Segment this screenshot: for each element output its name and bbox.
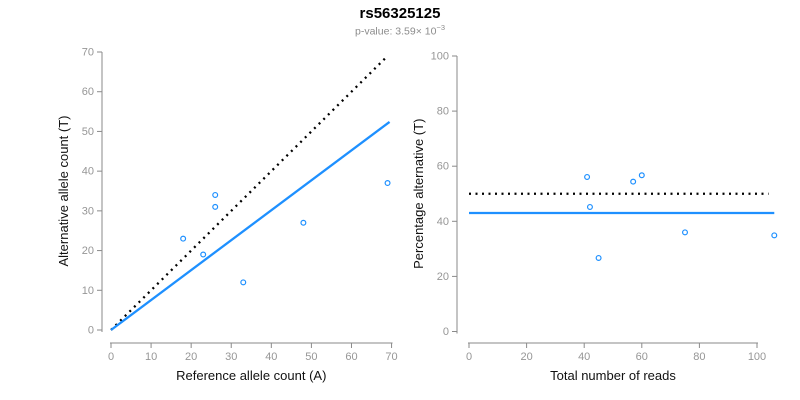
fitted-proportion-line [110, 120, 391, 331]
data-point [584, 173, 591, 180]
pct-vs-total-reads-scatter: 0 20 40 60 80 100 0 20 40 60 80 100 Total number of … [411, 51, 778, 383]
x-tick-label: 10 [145, 351, 157, 363]
identity-reference-line [110, 55, 389, 331]
data-point [638, 172, 645, 179]
x-tick-label: 30 [225, 351, 237, 363]
y-tick-label: 0 [88, 325, 94, 337]
data-point [200, 251, 207, 258]
ref-vs-alt-scatter: 0 10 20 30 40 50 60 70 0 10 20 30 40 50 60 70 Reference … [56, 47, 398, 383]
y-axis-title: Alternative allele count (T) [56, 115, 71, 266]
x-tick-label: 70 [385, 351, 397, 363]
data-point [595, 254, 602, 261]
y-tick-label: 60 [437, 161, 449, 173]
y-tick-label: 70 [82, 47, 94, 59]
data-point [180, 235, 187, 242]
x-tick-label: 80 [693, 351, 705, 363]
y-tick-label: 50 [82, 126, 94, 138]
y-tick-label: 40 [82, 166, 94, 178]
y-tick-label: 20 [437, 271, 449, 283]
p-value-label: p-value: 3.59× 10−3 [0, 23, 800, 38]
data-point [630, 178, 637, 185]
x-axis-title: Reference allele count (A) [176, 368, 326, 383]
x-tick-label: 0 [108, 351, 114, 363]
y-tick-label: 40 [437, 216, 449, 228]
p-value-exponent: −3 [436, 23, 445, 32]
data-point [240, 279, 247, 286]
y-tick-label: 20 [82, 245, 94, 257]
y-axis-title: Percentage alternative (T) [411, 119, 426, 269]
data-point [586, 203, 593, 210]
data-point [212, 203, 219, 210]
x-axis-title: Total number of reads [550, 368, 676, 383]
y-tick-label: 100 [431, 51, 449, 63]
variant-title: rs56325125 [359, 5, 441, 22]
y-tick-label: 10 [82, 285, 94, 297]
y-tick-label: 30 [82, 205, 94, 217]
data-point [300, 219, 307, 226]
x-tick-label: 50 [305, 351, 317, 363]
y-tick-label: 60 [82, 86, 94, 98]
x-tick-label: 20 [520, 351, 532, 363]
x-tick-label: 60 [636, 351, 648, 363]
data-point [212, 191, 219, 198]
x-tick-label: 0 [466, 351, 472, 363]
x-tick-label: 40 [265, 351, 277, 363]
x-tick-label: 20 [185, 351, 197, 363]
data-point [771, 232, 778, 239]
x-tick-label: 100 [748, 351, 766, 363]
data-point [681, 229, 688, 236]
p-value-text: p-value: 3.59× 10 [355, 25, 437, 38]
y-tick-label: 0 [443, 326, 449, 338]
y-tick-label: 80 [437, 106, 449, 118]
x-tick-label: 40 [578, 351, 590, 363]
x-tick-label: 60 [345, 351, 357, 363]
data-point [384, 180, 391, 187]
